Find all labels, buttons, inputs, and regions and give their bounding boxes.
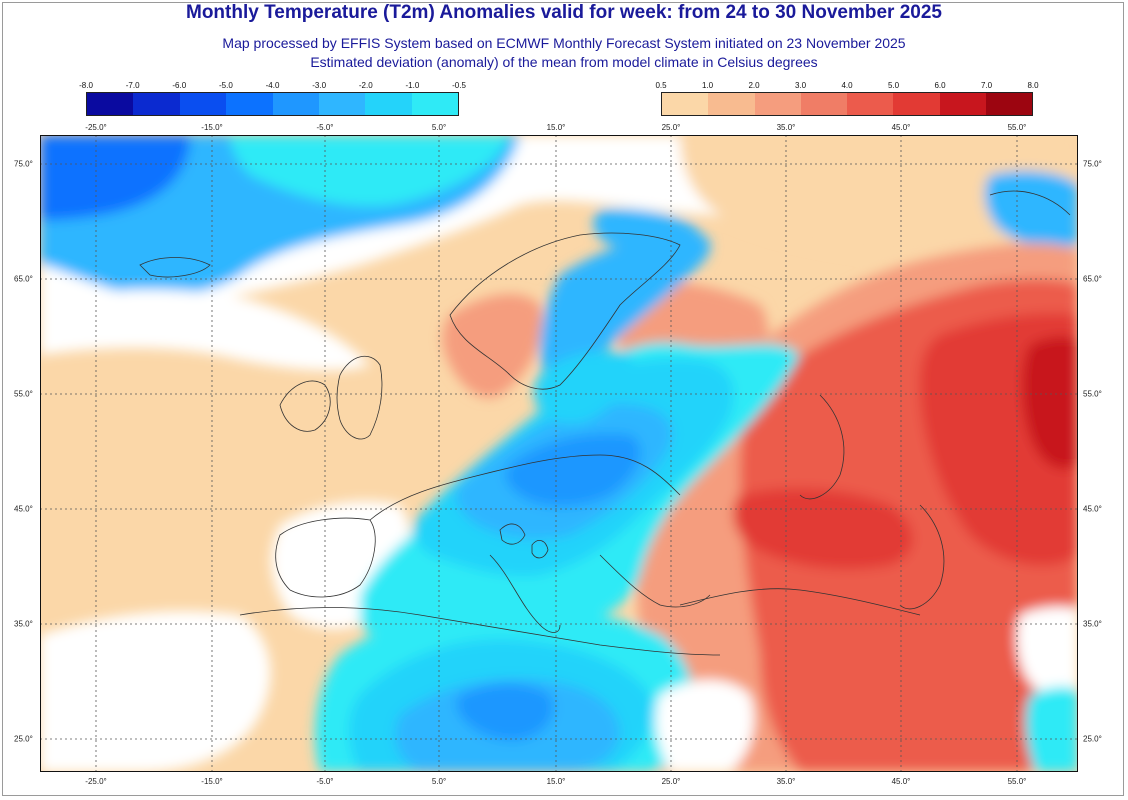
legend-positive-tick-label: 7.0 bbox=[980, 81, 993, 90]
legend-negative-swatch-1 bbox=[133, 93, 180, 115]
longitude-label-bottom: 55.0° bbox=[1007, 777, 1027, 786]
anomaly-region-baltic-cyan bbox=[533, 351, 633, 424]
anomaly-region-atlantic-neutral bbox=[40, 289, 370, 371]
latitude-label-left: 55.0° bbox=[14, 389, 33, 399]
anomaly-region-egypt-neutral bbox=[655, 680, 754, 772]
anomaly-region-russia-arctic-warm bbox=[680, 135, 1078, 255]
graticule bbox=[40, 135, 1078, 772]
anomaly-region-svalbard-cyan bbox=[230, 135, 510, 206]
anomaly-region-scandinavia-spine-cold bbox=[540, 230, 711, 379]
anomaly-region-arabia-cyan bbox=[1025, 686, 1078, 772]
legend-positive-swatch-6 bbox=[939, 93, 986, 115]
longitude-label-top: 45.0° bbox=[891, 123, 911, 132]
legend-positive-tick-label: 1.0 bbox=[701, 81, 714, 90]
longitude-label-top: -5.0° bbox=[316, 123, 334, 132]
legend-positive-tick-label: 6.0 bbox=[934, 81, 946, 90]
anomaly-region-sahara-deep-cold bbox=[456, 683, 554, 741]
legend-negative-swatch-4 bbox=[272, 93, 319, 115]
map-subtitle-units: Estimated deviation (anomaly) of the mea… bbox=[310, 54, 818, 70]
longitude-label-bottom: 45.0° bbox=[891, 777, 911, 786]
legend-positive-swatch-3 bbox=[800, 93, 847, 115]
longitude-label-top: 5.0° bbox=[431, 123, 447, 132]
legend-negative-tick-label: -2.0 bbox=[358, 81, 373, 90]
longitude-label-bottom: -15.0° bbox=[201, 777, 223, 786]
map-title: Monthly Temperature (T2m) Anomalies vali… bbox=[186, 2, 942, 23]
longitude-label-top: 15.0° bbox=[546, 123, 566, 132]
legend-negative-tick-label: -8.0 bbox=[79, 81, 93, 90]
legend-positive-tick-label: 0.5 bbox=[655, 81, 667, 90]
legend-negative-swatch-0 bbox=[87, 93, 134, 115]
map-frame bbox=[40, 135, 1078, 772]
legend-negative-swatch-6 bbox=[365, 93, 412, 115]
legend-negative-tick-label: -7.0 bbox=[125, 81, 140, 90]
anomaly-region-sahara-neutral bbox=[40, 611, 271, 772]
anomaly-region-greenland-deep-cold bbox=[40, 135, 190, 220]
longitude-label-bottom: 15.0° bbox=[546, 777, 566, 786]
latitude-label-left: 35.0° bbox=[14, 619, 33, 629]
anomaly-region-gulf-neutral bbox=[1016, 606, 1078, 699]
legend-positive-swatch-0 bbox=[662, 93, 709, 115]
longitude-label-bottom: -5.0° bbox=[316, 777, 334, 786]
longitude-label-top: 35.0° bbox=[776, 123, 796, 132]
latitude-label-right: 35.0° bbox=[1083, 619, 1102, 629]
longitude-label-top: 55.0° bbox=[1007, 123, 1027, 132]
anomaly-region-caucasus-hot bbox=[733, 488, 913, 569]
legend-positive-swatch-1 bbox=[708, 93, 755, 115]
anomaly-region-ural-extreme bbox=[1022, 336, 1078, 469]
anomaly-region-alps-cold bbox=[505, 433, 641, 507]
latitude-label-right: 45.0° bbox=[1083, 504, 1102, 514]
legend-negative-colorbar bbox=[86, 92, 459, 116]
legend-positive-tick-label: 3.0 bbox=[794, 81, 807, 90]
coastlines bbox=[139, 190, 1071, 656]
longitude-label-bottom: 5.0° bbox=[431, 777, 447, 786]
legend-negative-tick-label: -5.0 bbox=[218, 81, 233, 90]
longitude-label-top: -25.0° bbox=[85, 123, 107, 132]
legend-positive-tick-label: 4.0 bbox=[841, 81, 853, 90]
legend-negative-tick-label: -1.0 bbox=[405, 81, 420, 90]
legend-negative-tick-label: -3.0 bbox=[312, 81, 327, 90]
legend-positive-swatch-5 bbox=[893, 93, 940, 115]
map-subtitle-processing: Map processed by EFFIS System based on E… bbox=[222, 35, 906, 51]
longitude-label-bottom: 25.0° bbox=[661, 777, 681, 786]
legend-positive-tick-label: 2.0 bbox=[748, 81, 760, 90]
longitude-label-bottom: 35.0° bbox=[776, 777, 796, 786]
anomaly-map bbox=[40, 135, 1078, 772]
anomaly-region-kara-cold bbox=[984, 170, 1078, 247]
legend-positive-swatch-4 bbox=[847, 93, 894, 115]
legend-positive-tick-label: 8.0 bbox=[1027, 81, 1039, 90]
latitude-label-right: 55.0° bbox=[1083, 389, 1102, 399]
latitude-label-left: 75.0° bbox=[14, 159, 33, 169]
latitude-label-right: 25.0° bbox=[1083, 734, 1102, 744]
legend-negative-swatch-7 bbox=[411, 93, 458, 115]
latitude-label-left: 45.0° bbox=[14, 504, 33, 514]
longitude-label-top: 25.0° bbox=[661, 123, 681, 132]
legend-negative-swatch-3 bbox=[226, 93, 273, 115]
legend-positive-swatch-7 bbox=[985, 93, 1032, 115]
longitude-label-bottom: -25.0° bbox=[85, 777, 107, 786]
latitude-label-left: 65.0° bbox=[14, 274, 33, 284]
legend-negative-tick-label: -4.0 bbox=[265, 81, 280, 90]
anomaly-region-scandinavia-warm bbox=[442, 294, 543, 398]
legend-positive-colorbar bbox=[661, 92, 1033, 116]
latitude-label-left: 25.0° bbox=[14, 734, 33, 744]
legend-positive-tick-label: 5.0 bbox=[887, 81, 900, 90]
longitude-label-top: -15.0° bbox=[201, 123, 223, 132]
latitude-label-right: 75.0° bbox=[1083, 159, 1102, 169]
legend-negative-swatch-2 bbox=[179, 93, 227, 115]
legend-negative-tick-label: -6.0 bbox=[172, 81, 187, 90]
legend-negative-swatch-5 bbox=[318, 93, 366, 115]
latitude-label-right: 65.0° bbox=[1083, 274, 1102, 284]
legend-positive-swatch-2 bbox=[754, 93, 801, 115]
legend-negative-tick-label: -0.5 bbox=[452, 81, 466, 90]
